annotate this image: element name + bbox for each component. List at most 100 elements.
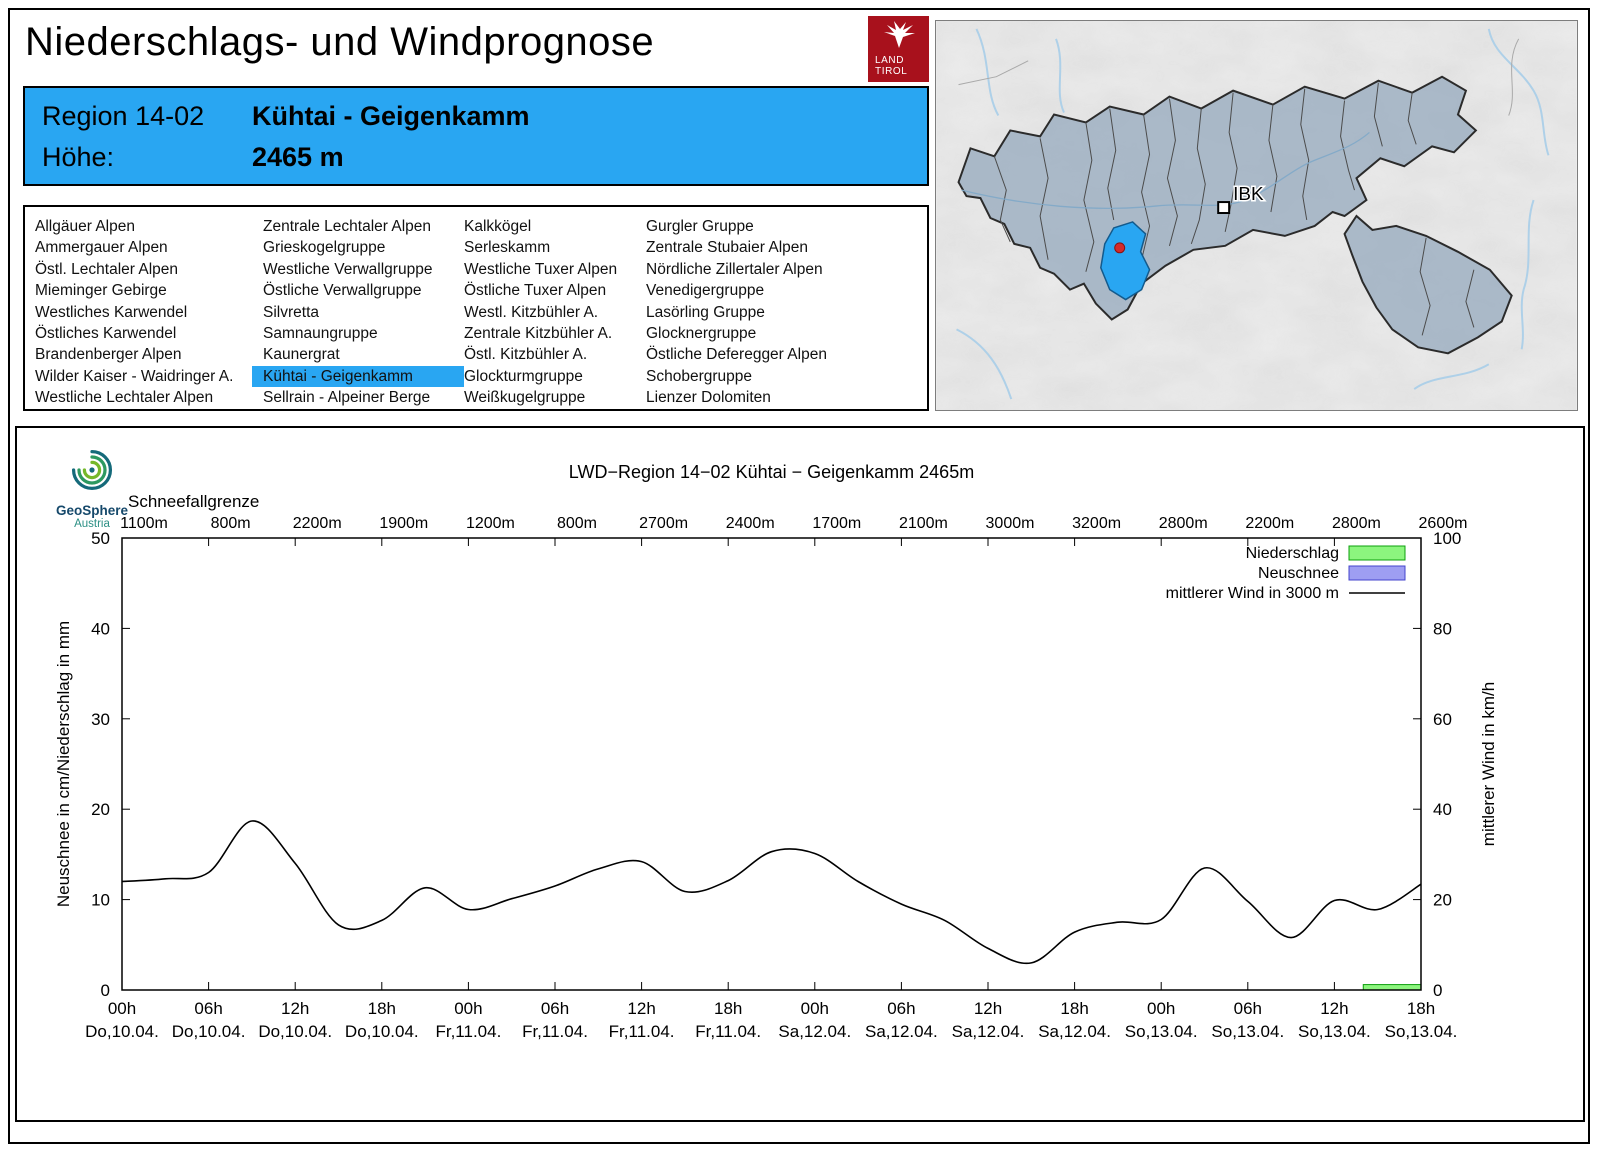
chart-svg: LWD−Region 14−02 Kühtai − Geigenkamm 246…: [54, 462, 1498, 1041]
region-list-item[interactable]: Westliche Verwallgruppe: [263, 260, 433, 278]
x-tick-hour-label: 12h: [281, 999, 309, 1018]
y-left-tick-label: 20: [91, 800, 110, 819]
region-list-item[interactable]: Venedigergruppe: [646, 282, 765, 300]
region-list-item[interactable]: Samnaungruppe: [263, 324, 378, 342]
region-list-item[interactable]: Glocknergruppe: [646, 324, 757, 342]
altitude-value: 2465 m: [252, 142, 344, 172]
region-list-item[interactable]: Westliche Tuxer Alpen: [464, 260, 618, 278]
region-list-item[interactable]: Glockturmgruppe: [464, 367, 583, 385]
region-list-item[interactable]: Weißkugelgruppe: [464, 389, 586, 407]
snowline-value: 3000m: [986, 515, 1035, 532]
region-list-item[interactable]: Silvretta: [263, 303, 319, 321]
map-svg: IBK: [936, 21, 1577, 410]
x-tick-hour-label: 12h: [974, 999, 1002, 1018]
region-list-item[interactable]: Grieskogelgruppe: [263, 239, 386, 257]
region-list-item[interactable]: Westl. Kitzbühler A.: [464, 303, 599, 321]
region-list-item[interactable]: Östl. Lechtaler Alpen: [35, 260, 179, 278]
region-list-item[interactable]: Zentrale Stubaier Alpen: [646, 239, 808, 257]
region-list-item[interactable]: Kaunergrat: [263, 346, 340, 364]
geosphere-name: GeoSphere: [55, 503, 129, 518]
region-list-item[interactable]: Östliche Verwallgruppe: [263, 282, 422, 300]
region-list-item[interactable]: Brandenberger Alpen: [35, 346, 182, 364]
x-tick-date-label: Sa,12.04.: [778, 1022, 851, 1041]
y-left-tick-label: 10: [91, 891, 110, 910]
snowline-value: 1200m: [466, 515, 515, 532]
region-list-item[interactable]: Östliche Tuxer Alpen: [464, 282, 607, 300]
y-left-tick-label: 30: [91, 710, 110, 729]
region-list-item[interactable]: Serleskamm: [464, 239, 551, 257]
region-list-item[interactable]: Östliches Karwendel: [35, 324, 177, 342]
region-list-item[interactable]: Mieminger Gebirge: [35, 282, 167, 300]
region-list-item[interactable]: Westliche Lechtaler Alpen: [35, 389, 214, 407]
region-name: Kühtai - Geigenkamm: [252, 101, 530, 131]
legend-swatch: [1348, 565, 1406, 581]
snowline-value: 2800m: [1159, 515, 1208, 532]
region-list-item[interactable]: Kalkkögel: [464, 218, 532, 235]
x-tick-hour-label: 00h: [1147, 999, 1175, 1018]
east-tyrol-region: [1343, 214, 1513, 355]
x-tick-hour-label: 18h: [1407, 999, 1435, 1018]
snowline-value: 2600m: [1419, 515, 1468, 532]
region-list-item[interactable]: Gurgler Gruppe: [646, 218, 754, 235]
region-list-item[interactable]: Östliche Deferegger Alpen: [646, 346, 827, 364]
altitude-label: Höhe:: [42, 142, 115, 172]
region-list-item[interactable]: Kühtai - Geigenkamm: [252, 365, 464, 388]
x-tick-date-label: Fr,11.04.: [695, 1022, 761, 1041]
snowline-value: 800m: [211, 515, 251, 532]
x-tick-date-label: So,13.04.: [1125, 1022, 1198, 1041]
ibk-label: IBK: [1233, 184, 1264, 205]
region-list-item[interactable]: Östl. Kitzbühler A.: [464, 346, 588, 364]
region-list-item[interactable]: Lasörling Gruppe: [646, 303, 765, 321]
region-list-item[interactable]: Allgäuer Alpen: [35, 218, 135, 235]
snowline-value: 2200m: [293, 515, 342, 532]
snowline-label: Schneefallgrenze: [128, 492, 259, 511]
x-tick-hour-label: 06h: [194, 999, 222, 1018]
x-tick-date-label: Do,10.04.: [172, 1022, 246, 1041]
x-tick-hour-label: 06h: [541, 999, 569, 1018]
geosphere-country: Austria: [74, 518, 110, 530]
niederschlag-bar: [1362, 984, 1422, 991]
region-list-item[interactable]: Sellrain - Alpeiner Berge: [263, 389, 431, 407]
region-list-item[interactable]: Wilder Kaiser - Waidringer A.: [35, 367, 234, 385]
land-tirol-logo: LAND TIROL: [868, 16, 929, 82]
page-title: Niederschlags- und Windprognose: [25, 20, 655, 64]
y-right-tick-label: 0: [1433, 981, 1442, 1000]
snowline-value: 800m: [557, 515, 597, 532]
region-list-item[interactable]: Nördliche Zillertaler Alpen: [646, 260, 823, 278]
snowline-value: 3200m: [1072, 515, 1121, 532]
region-list-item[interactable]: Lienzer Dolomiten: [646, 389, 771, 407]
x-tick-date-label: Do,10.04.: [345, 1022, 419, 1041]
x-tick-hour-label: 06h: [887, 999, 915, 1018]
region-list-item[interactable]: Zentrale Lechtaler Alpen: [263, 218, 432, 235]
region-list-item[interactable]: Westliches Karwendel: [35, 303, 188, 321]
x-tick-hour-label: 12h: [627, 999, 655, 1018]
snowline-value: 1900m: [379, 515, 428, 532]
region-list-item[interactable]: Zentrale Kitzbühler A.: [464, 324, 613, 342]
highlighted-region[interactable]: [1100, 221, 1151, 301]
region-list-box: Allgäuer Alpen Ammergauer Alpen Östl. Lech…: [23, 205, 929, 411]
region-column: Gurgler Gruppe Zentrale Stubaier Alpen Nör…: [646, 216, 916, 409]
y-left-tick-label: 0: [101, 981, 110, 1000]
land-tirol-logo-text: LAND TIROL: [875, 55, 908, 77]
region-marker-dot: [1114, 242, 1126, 254]
tirol-eagle-icon: [884, 21, 915, 48]
y-right-tick-label: 40: [1433, 800, 1452, 819]
snowline-value: 2400m: [726, 515, 775, 532]
y-left-tick-label: 40: [91, 619, 110, 638]
legend-label: Neuschnee: [1258, 565, 1339, 582]
x-tick-hour-label: 06h: [1234, 999, 1262, 1018]
x-tick-hour-label: 12h: [1320, 999, 1348, 1018]
region-list-item[interactable]: Ammergauer Alpen: [35, 239, 168, 257]
region-column: Kalkkögel Serleskamm Westliche Tuxer Alpen…: [464, 216, 646, 409]
region-header-box: Region 14-02 Kühtai - Geigenkamm Höhe: 2…: [23, 86, 929, 186]
x-tick-date-label: Do,10.04.: [258, 1022, 332, 1041]
ibk-marker: [1217, 201, 1231, 215]
surrounding-borders: [958, 38, 1520, 116]
map-container[interactable]: IBK: [935, 20, 1578, 411]
x-tick-date-label: Sa,12.04.: [865, 1022, 938, 1041]
y-right-tick-label: 60: [1433, 710, 1452, 729]
x-tick-date-label: Sa,12.04.: [1038, 1022, 1111, 1041]
snowline-value: 2200m: [1245, 515, 1294, 532]
snowline-value: 1100m: [120, 515, 168, 532]
region-list-item[interactable]: Schobergruppe: [646, 367, 752, 385]
